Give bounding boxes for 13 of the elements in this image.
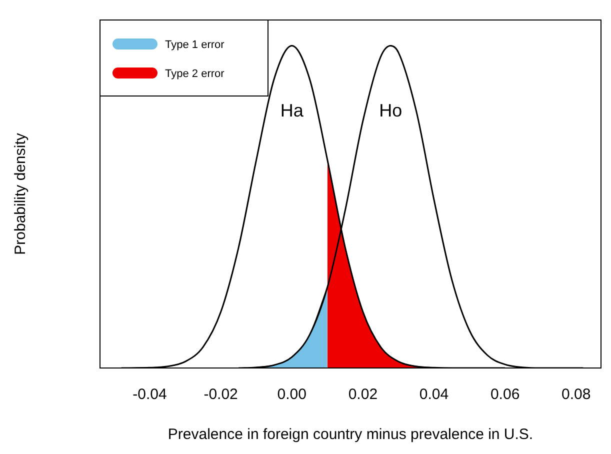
legend-label: Type 2 error <box>165 68 225 80</box>
legend-label: Type 1 error <box>165 39 225 52</box>
series-label: Ho <box>379 100 402 121</box>
x-tick-label: 0.04 <box>419 386 449 404</box>
x-tick-label: 0.08 <box>562 386 591 404</box>
x-tick-label: 0.06 <box>490 386 520 404</box>
y-axis-title: Probability density <box>12 132 30 255</box>
x-tick-label: -0.02 <box>204 386 238 404</box>
x-tick-label: -0.04 <box>132 386 167 404</box>
x-axis-title: Prevalence in foreign country minus prevalence in U.S. <box>168 426 534 444</box>
series-label: Ha <box>280 100 304 121</box>
x-tick-label: 0.02 <box>348 386 378 404</box>
x-tick-label: 0.00 <box>277 386 306 404</box>
